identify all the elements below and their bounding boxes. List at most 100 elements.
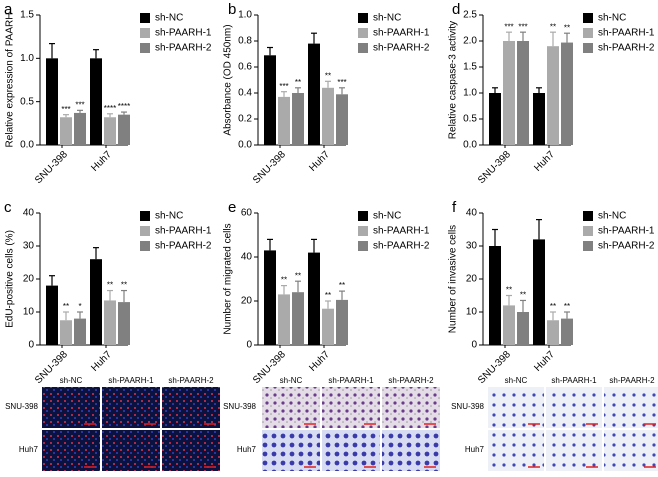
y-tick-label: 30 <box>466 241 478 252</box>
y-tick-label: 40 <box>466 208 478 219</box>
y-tick-label: 0.0 <box>238 140 252 151</box>
significance: **** <box>104 104 116 113</box>
legend-label: sh-PAARH-1 <box>155 28 212 39</box>
significance: *** <box>337 78 346 87</box>
significance: ** <box>295 271 301 280</box>
bar <box>118 302 130 345</box>
bar <box>503 305 515 345</box>
significance: ** <box>550 302 556 311</box>
row-label: SNU-398 <box>5 402 38 411</box>
bar <box>264 55 276 145</box>
column-label: sh-PAARH-1 <box>328 376 374 385</box>
bar <box>292 292 304 345</box>
micrograph <box>162 387 220 428</box>
y-tick-label: 10 <box>466 307 478 318</box>
significance: ** <box>506 286 512 295</box>
bar <box>561 42 573 146</box>
bar <box>489 93 501 145</box>
y-tick-label: 0.8 <box>238 36 252 47</box>
bar <box>308 43 320 145</box>
bar <box>547 320 559 345</box>
row-label: Huh7 <box>237 445 257 454</box>
bar <box>292 93 304 145</box>
legend-swatch <box>140 226 150 236</box>
significance: * <box>78 302 81 311</box>
significance: *** <box>504 22 513 31</box>
significance: **** <box>118 102 130 111</box>
legend-label: sh-PAARH-1 <box>373 28 430 39</box>
bar <box>90 259 102 345</box>
y-axis-label: Number of invasive cells <box>448 225 459 333</box>
legend-label: sh-PAARH-1 <box>373 226 430 237</box>
micrograph <box>488 430 544 471</box>
legend-label: sh-NC <box>373 13 401 24</box>
y-tick-label: 20 <box>23 274 35 285</box>
y-axis-label: EdU-positive cells (%) <box>5 230 16 328</box>
y-axis-label: Absorbance (OD 450nm) <box>223 24 234 135</box>
bar <box>90 58 102 146</box>
column-label: sh-PAARH-1 <box>551 376 597 385</box>
micrograph <box>322 387 380 428</box>
bar <box>533 93 545 145</box>
legend-swatch <box>358 226 368 236</box>
bar <box>322 308 334 345</box>
legend-label: sh-PAARH-2 <box>373 43 430 54</box>
significance: ** <box>325 71 331 80</box>
panel-letter: f <box>452 199 457 216</box>
legend-label: sh-PAARH-1 <box>155 226 212 237</box>
legend-swatch <box>583 13 593 23</box>
significance: *** <box>518 22 527 31</box>
legend-swatch <box>358 28 368 38</box>
bar <box>104 117 116 145</box>
bar <box>278 294 290 345</box>
micrograph <box>546 387 602 428</box>
micrograph <box>162 430 220 471</box>
micrograph <box>262 387 320 428</box>
y-axis-label: Relative expression of PAARH <box>5 13 16 148</box>
bar <box>118 114 130 145</box>
y-tick-label: 10 <box>23 307 35 318</box>
bar <box>547 46 559 146</box>
y-tick-label: 0.5 <box>20 96 34 107</box>
y-tick-label: 0.6 <box>238 62 252 73</box>
y-tick-label: 1.0 <box>20 53 34 64</box>
bar <box>322 87 334 145</box>
column-label: sh-PAARH-1 <box>108 376 154 385</box>
column-label: sh-PAARH-2 <box>388 376 434 385</box>
bar <box>60 117 72 145</box>
legend-swatch <box>140 13 150 23</box>
bar <box>517 41 529 145</box>
micrograph <box>382 387 440 428</box>
legend-swatch <box>583 28 593 38</box>
legend-swatch <box>140 241 150 251</box>
legend-label: sh-NC <box>598 211 626 222</box>
legend-label: sh-PAARH-2 <box>155 43 212 54</box>
significance: ** <box>520 291 526 300</box>
y-tick-label: 0 <box>471 340 477 351</box>
bar <box>264 250 276 345</box>
significance: ** <box>339 281 345 290</box>
column-label: sh-PAARH-2 <box>168 376 214 385</box>
bar <box>104 300 116 345</box>
x-tick-label: Huh7 <box>532 149 557 174</box>
legend-swatch <box>583 241 593 251</box>
legend-label: sh-NC <box>598 13 626 24</box>
legend-swatch <box>358 241 368 251</box>
panel-letter: d <box>452 1 460 18</box>
bar <box>503 41 515 145</box>
bar <box>278 96 290 145</box>
significance: ** <box>325 291 331 300</box>
y-tick-label: 1.0 <box>463 88 477 99</box>
legend-swatch <box>140 43 150 53</box>
column-label: sh-PAARH-2 <box>609 376 655 385</box>
y-tick-label: 0.0 <box>463 140 477 151</box>
bar <box>74 112 86 145</box>
bar <box>533 239 545 345</box>
bar <box>46 285 58 345</box>
micrograph <box>262 430 320 471</box>
bar <box>46 58 58 146</box>
panel-letter: b <box>228 1 236 18</box>
bar <box>517 312 529 345</box>
legend-label: sh-PAARH-2 <box>373 241 430 252</box>
x-tick-label: SNU-398 <box>476 149 513 186</box>
